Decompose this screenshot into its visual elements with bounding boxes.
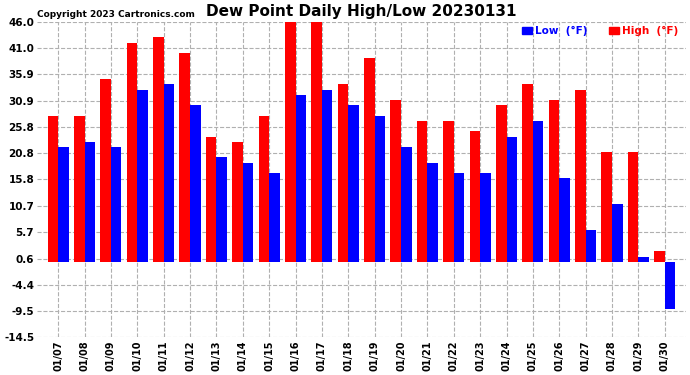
Bar <box>127 43 137 262</box>
Bar <box>628 152 638 262</box>
Title: Dew Point Daily High/Low 20230131: Dew Point Daily High/Low 20230131 <box>206 4 517 19</box>
Bar <box>454 173 464 262</box>
Bar <box>74 116 85 262</box>
Bar <box>322 90 333 262</box>
Bar <box>522 84 533 262</box>
Bar <box>586 231 596 262</box>
Bar <box>496 105 506 262</box>
Bar <box>575 90 586 262</box>
Bar <box>85 142 95 262</box>
Bar <box>164 84 174 262</box>
Bar <box>602 152 612 262</box>
Bar <box>549 100 560 262</box>
Bar <box>111 147 121 262</box>
Bar <box>417 121 427 262</box>
Bar <box>206 136 217 262</box>
Bar <box>506 136 517 262</box>
Bar <box>190 105 201 262</box>
Bar <box>137 90 148 262</box>
Bar <box>443 121 454 262</box>
Bar <box>153 38 164 262</box>
Bar <box>348 105 359 262</box>
Bar <box>48 116 58 262</box>
Bar <box>533 121 544 262</box>
Bar <box>285 22 295 262</box>
Bar <box>100 79 111 262</box>
Legend: Low  (°F), High  (°F): Low (°F), High (°F) <box>520 24 680 38</box>
Bar <box>638 256 649 262</box>
Bar <box>364 58 375 262</box>
Bar <box>391 100 401 262</box>
Bar <box>612 204 622 262</box>
Bar <box>179 53 190 262</box>
Bar <box>480 173 491 262</box>
Bar <box>311 22 322 262</box>
Bar <box>295 95 306 262</box>
Bar <box>337 84 348 262</box>
Bar <box>259 116 269 262</box>
Bar <box>217 158 227 262</box>
Bar <box>664 262 676 309</box>
Bar <box>58 147 69 262</box>
Bar <box>269 173 279 262</box>
Bar <box>233 142 243 262</box>
Bar <box>243 163 253 262</box>
Bar <box>427 163 438 262</box>
Text: Copyright 2023 Cartronics.com: Copyright 2023 Cartronics.com <box>37 10 195 19</box>
Bar <box>470 131 480 262</box>
Bar <box>401 147 411 262</box>
Bar <box>654 251 664 262</box>
Bar <box>375 116 385 262</box>
Bar <box>560 178 570 262</box>
